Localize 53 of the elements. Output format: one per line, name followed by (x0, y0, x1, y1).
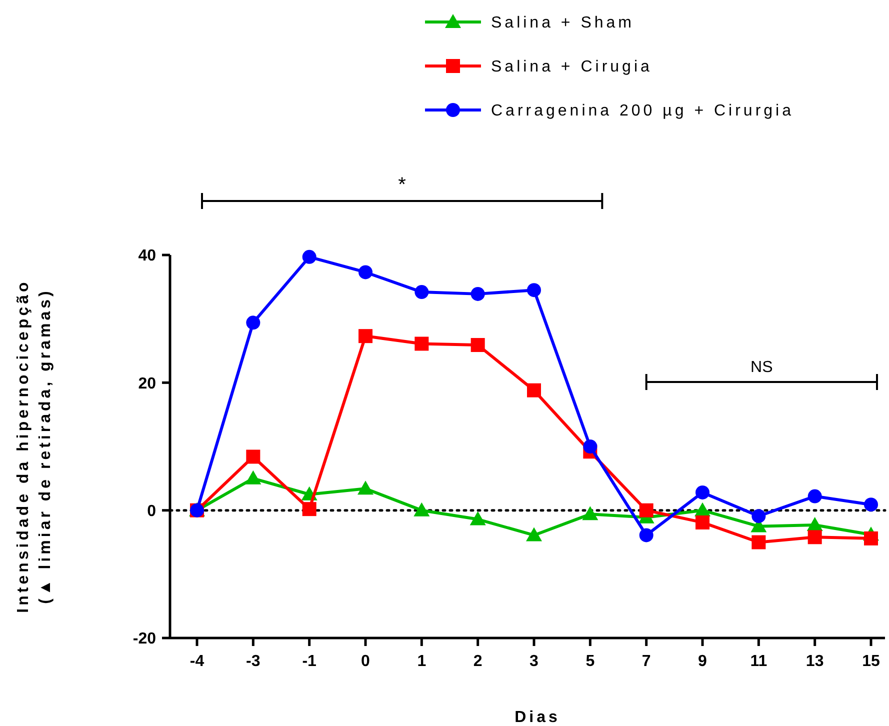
point (470, 511, 486, 526)
point (696, 515, 710, 530)
point (696, 485, 710, 500)
x-tick-label: 1 (417, 653, 426, 670)
legend-label: Carragenina 200 µg + Cirurgia (491, 102, 794, 120)
point (526, 527, 542, 542)
legend-label: Salina + Sham (491, 14, 635, 32)
x-tick-label: -4 (190, 653, 204, 670)
point (414, 336, 429, 351)
point (752, 535, 766, 550)
point (414, 285, 429, 300)
point (808, 489, 822, 504)
point (246, 450, 260, 464)
point (358, 480, 374, 495)
legend-label: Salina + Cirugia (491, 58, 652, 76)
point (245, 470, 262, 484)
y-tick-label: -20 (132, 630, 156, 648)
x-tick-label: 5 (586, 653, 595, 670)
point (582, 506, 598, 520)
point (527, 283, 541, 298)
x-tick-label: 2 (473, 653, 482, 670)
point (302, 502, 316, 516)
point (864, 498, 878, 512)
x-tick-label: 0 (361, 653, 370, 670)
annotation: NS (750, 359, 773, 376)
x-tick-label: 3 (530, 653, 539, 670)
text: * (398, 174, 406, 196)
point (527, 383, 541, 398)
y-axis-title: Intensidade da hipernocicepção (▲ limiar de retirada, gramas) (15, 279, 54, 613)
x-tick-label: 13 (806, 653, 824, 670)
point (639, 528, 654, 542)
point (864, 531, 878, 546)
x-tick-label: 9 (698, 653, 708, 670)
x-axis-title: Dias (514, 709, 560, 726)
y-tick-label: 40 (138, 248, 156, 265)
x-tick-label: 15 (862, 653, 880, 670)
point (358, 329, 372, 344)
point (470, 338, 485, 352)
point (639, 503, 654, 518)
point (358, 265, 372, 280)
x-tick-label: 7 (642, 653, 651, 670)
y-tick-label: 0 (147, 502, 156, 520)
point (246, 316, 260, 330)
point (808, 530, 822, 544)
point (752, 509, 766, 524)
y-tick-label: 20 (138, 375, 156, 392)
x-tick-label: 11 (750, 653, 768, 670)
x-tick-label: -3 (246, 653, 260, 670)
x-tick-label: -1 (302, 653, 317, 670)
point (414, 502, 430, 516)
point (470, 286, 485, 301)
point (302, 250, 316, 264)
point (583, 440, 598, 454)
